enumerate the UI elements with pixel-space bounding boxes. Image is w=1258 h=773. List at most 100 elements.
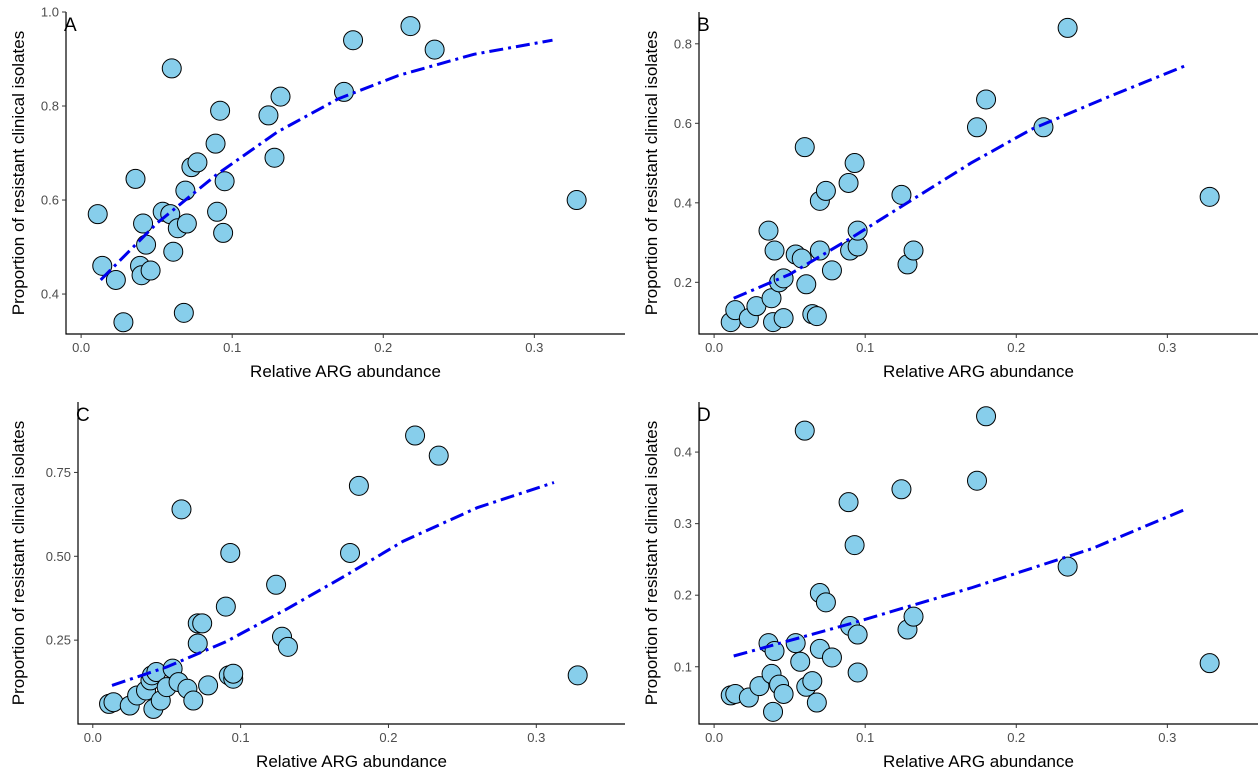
data-point xyxy=(92,255,113,276)
y-tick-label: 0.6 xyxy=(41,193,59,208)
data-point xyxy=(796,274,817,295)
data-point xyxy=(205,133,226,154)
x-tick-label: 0.0 xyxy=(705,730,723,745)
data-point xyxy=(171,499,192,520)
x-tick-label: 0.3 xyxy=(527,730,545,745)
data-point xyxy=(192,613,213,634)
x-axis-title: Relative ARG abundance xyxy=(256,752,447,771)
y-tick-label: 0.2 xyxy=(674,588,692,603)
data-point xyxy=(758,220,779,241)
data-point xyxy=(809,240,830,261)
data-point xyxy=(566,190,587,211)
panel-d: D 0.0 0.1 0.2 0.3 0.1 0.2 0.3 0.4 Relative ARG ab… xyxy=(642,402,1258,771)
data-point xyxy=(340,542,361,563)
data-point xyxy=(966,117,987,138)
data-point xyxy=(815,180,836,201)
data-point xyxy=(133,213,154,234)
data-point xyxy=(258,105,279,126)
x-tick-label: 0.1 xyxy=(856,730,874,745)
data-point xyxy=(183,690,204,711)
x-tick-label: 0.0 xyxy=(72,340,90,355)
data-point xyxy=(343,30,364,51)
data-point xyxy=(806,692,827,713)
data-point xyxy=(428,445,449,466)
data-point xyxy=(976,89,997,110)
x-axis-title: Relative ARG abundance xyxy=(250,362,441,381)
data-point xyxy=(266,574,287,595)
panel-c: C 0.0 0.1 0.2 0.3 0.25 0.50 0.75 Relative ARG ab… xyxy=(9,402,625,771)
data-point xyxy=(847,624,868,645)
data-point xyxy=(1199,186,1220,207)
panel-b: B 0.0 0.1 0.2 0.3 0.2 0.4 0.6 0.8 Relative ARG ab… xyxy=(642,12,1258,381)
y-tick-label: 0.4 xyxy=(674,195,692,210)
x-tick-label: 0.2 xyxy=(1007,340,1025,355)
data-point xyxy=(198,675,219,696)
data-point xyxy=(966,470,987,491)
data-point xyxy=(87,204,108,225)
data-point xyxy=(125,168,146,189)
data-point xyxy=(424,39,445,60)
data-point xyxy=(270,86,291,107)
x-tick-label: 0.1 xyxy=(232,730,250,745)
fit-line xyxy=(733,507,1187,658)
data-point xyxy=(844,153,865,174)
data-point xyxy=(791,248,812,269)
fit-line xyxy=(733,64,1187,300)
panel-label: A xyxy=(64,15,77,36)
data-point xyxy=(749,676,770,697)
data-point xyxy=(763,701,784,722)
data-point xyxy=(1057,556,1078,577)
y-tick-label: 0.2 xyxy=(674,275,692,290)
data-point xyxy=(223,663,244,684)
data-point xyxy=(161,58,182,79)
data-point xyxy=(348,475,369,496)
data-point xyxy=(175,180,196,201)
fit-line xyxy=(99,38,553,281)
data-point xyxy=(903,240,924,261)
data-point xyxy=(187,633,208,654)
data-point xyxy=(790,651,811,672)
y-tick-label: 0.75 xyxy=(46,465,71,480)
x-tick-label: 0.3 xyxy=(525,340,543,355)
data-point xyxy=(794,137,815,158)
data-point xyxy=(903,606,924,627)
data-point xyxy=(214,171,235,192)
y-axis-title: Proportion of resistant clinical isolate… xyxy=(9,31,28,315)
y-tick-label: 0.4 xyxy=(41,287,59,302)
data-point xyxy=(277,636,298,657)
data-point xyxy=(210,100,231,121)
data-point xyxy=(213,222,234,243)
data-point xyxy=(103,692,124,713)
x-tick-label: 0.0 xyxy=(705,340,723,355)
data-point xyxy=(1199,653,1220,674)
data-point xyxy=(847,662,868,683)
y-tick-label: 0.8 xyxy=(41,99,59,114)
data-point xyxy=(838,492,859,513)
data-point xyxy=(400,16,421,37)
x-tick-label: 0.0 xyxy=(84,730,102,745)
data-point xyxy=(567,665,588,686)
data-point xyxy=(187,152,208,173)
x-tick-label: 0.1 xyxy=(856,340,874,355)
data-point xyxy=(207,201,228,222)
y-tick-label: 0.25 xyxy=(46,633,71,648)
data-point xyxy=(802,671,823,692)
y-tick-label: 0.8 xyxy=(674,36,692,51)
x-tick-label: 0.3 xyxy=(1158,730,1176,745)
data-point xyxy=(173,302,194,323)
panel-label: D xyxy=(697,405,711,426)
data-point xyxy=(794,420,815,441)
x-axis-title: Relative ARG abundance xyxy=(883,752,1074,771)
data-point xyxy=(821,647,842,668)
data-point xyxy=(220,542,241,563)
x-axis-title: Relative ARG abundance xyxy=(883,362,1074,381)
data-point xyxy=(821,260,842,281)
data-point xyxy=(785,633,806,654)
data-point xyxy=(136,234,157,255)
data-point xyxy=(163,241,184,262)
data-point xyxy=(976,406,997,427)
data-point xyxy=(891,184,912,205)
data-point xyxy=(773,683,794,704)
data-point xyxy=(140,260,161,281)
